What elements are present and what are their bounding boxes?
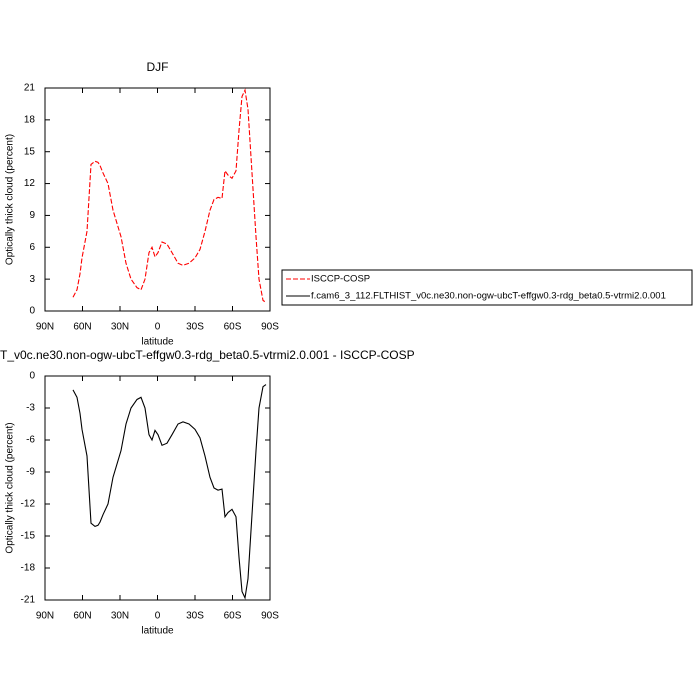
- y-tick-label: -15: [21, 531, 36, 542]
- x-axis-label: latitude: [141, 626, 174, 637]
- x-tick-label: 30S: [186, 322, 204, 333]
- y-tick-label: 6: [29, 242, 35, 253]
- legend-box: [281, 269, 693, 306]
- x-tick-label: 0: [155, 611, 161, 622]
- y-tick-label: 0: [29, 306, 35, 317]
- y-tick-label: 3: [29, 274, 35, 285]
- x-tick-label: 0: [155, 322, 161, 333]
- y-tick-label: -21: [21, 595, 36, 606]
- y-tick-label: 12: [24, 178, 36, 189]
- x-tick-label: 90N: [36, 322, 54, 333]
- y-tick-label: 18: [24, 114, 36, 125]
- chart-title: DJF: [147, 60, 169, 74]
- y-tick-label: -18: [21, 563, 36, 574]
- x-tick-label: 60S: [224, 322, 242, 333]
- chart-title: T_v0c.ne30.non-ogw-ubcT-effgw0.3-rdg_bet…: [0, 348, 415, 362]
- plot-frame: [44, 87, 271, 312]
- x-tick-label: 90S: [261, 611, 279, 622]
- x-tick-label: 30S: [186, 611, 204, 622]
- x-tick-label: 30N: [111, 322, 129, 333]
- y-tick-label: -9: [26, 467, 35, 478]
- x-tick-label: 60N: [73, 322, 91, 333]
- y-axis-label: Optically thick cloud (percent): [5, 134, 16, 265]
- y-tick-label: -12: [21, 499, 36, 510]
- y-tick-label: -6: [26, 435, 35, 446]
- x-tick-label: 90S: [261, 322, 279, 333]
- x-tick-label: 60N: [73, 611, 91, 622]
- y-tick-label: 21: [24, 83, 36, 94]
- legend-label: f.cam6_3_112.FLTHIST_v0c.ne30.non-ogw-ub…: [311, 291, 666, 302]
- x-axis-label: latitude: [141, 337, 174, 348]
- y-tick-label: -3: [26, 403, 35, 414]
- x-tick-label: 90N: [36, 611, 54, 622]
- series-line: [72, 384, 267, 600]
- y-tick-label: 9: [29, 210, 35, 221]
- x-tick-label: 60S: [224, 611, 242, 622]
- x-tick-label: 30N: [111, 611, 129, 622]
- y-tick-label: 15: [24, 146, 36, 157]
- y-axis-label: Optically thick cloud (percent): [5, 422, 16, 553]
- series-line: [72, 88, 267, 303]
- y-tick-label: 0: [29, 371, 35, 382]
- legend-label: ISCCP-COSP: [311, 274, 370, 285]
